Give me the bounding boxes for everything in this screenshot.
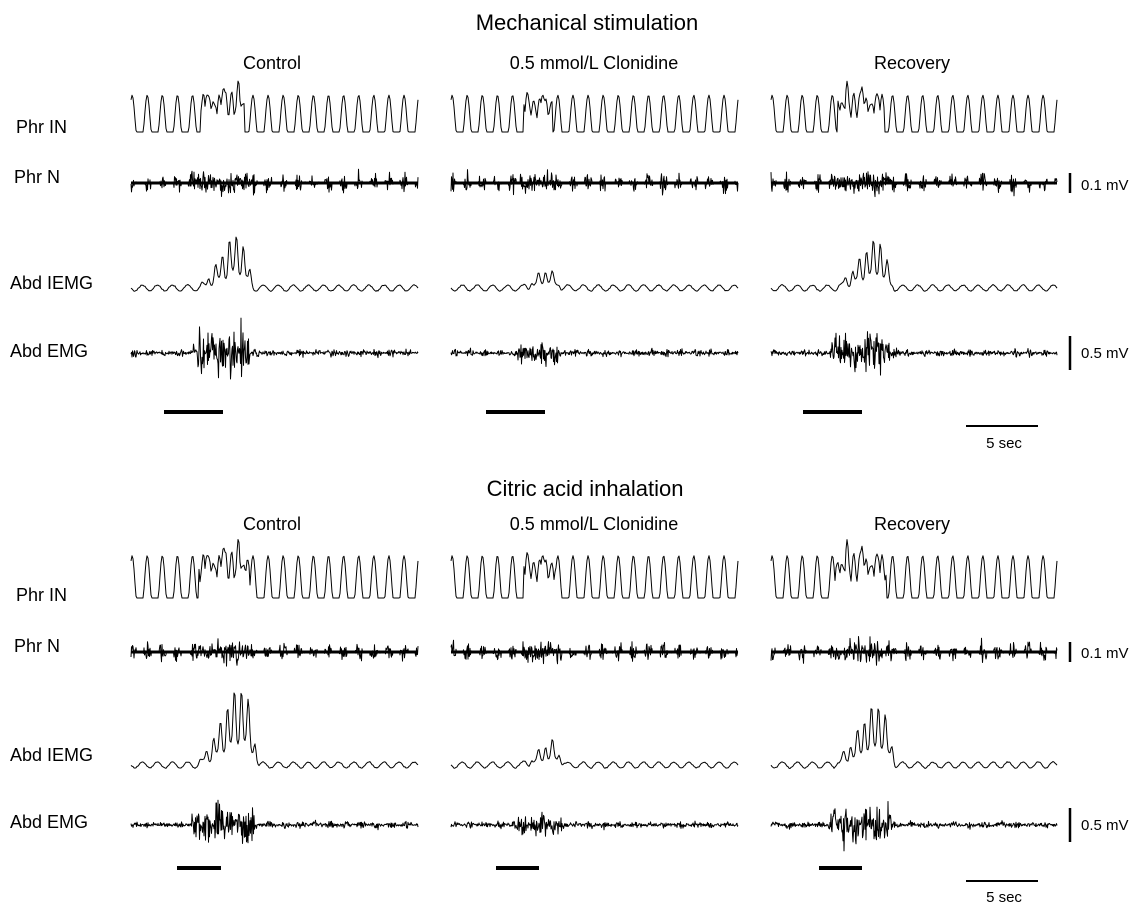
section-2-row-abd-emg: Abd EMG xyxy=(10,812,89,832)
section-2-row-abd-iemg: Abd IEMG xyxy=(10,745,94,765)
abdominal-integrated-trace xyxy=(770,240,1058,292)
section-1-row-phr-n: Phr N xyxy=(14,167,61,187)
section-2-col-clonidine: 0.5 mmol/L Clonidine xyxy=(509,514,679,534)
section-1-abd-scale-label: 0.5 mV xyxy=(1081,345,1129,362)
section-2-title: Citric acid inhalation xyxy=(486,476,684,501)
section-2-abd-scale-label: 0.5 mV xyxy=(1081,817,1129,834)
abdominal-raw-trace xyxy=(130,799,419,844)
section-1-row-abd-iemg: Abd IEMG xyxy=(10,273,94,293)
section-1-col-recovery: Recovery xyxy=(873,53,951,73)
section-2-phr-scale-label: 0.1 mV xyxy=(1081,645,1129,662)
section-2-col-control: Control xyxy=(242,514,302,534)
phrenic-integrated-trace xyxy=(450,92,739,133)
section-1-row-abd-emg: Abd EMG xyxy=(10,341,89,361)
section-1-row-phr-in: Phr IN xyxy=(16,117,68,137)
abdominal-integrated-trace xyxy=(130,236,419,292)
abdominal-integrated-trace xyxy=(450,270,739,292)
section-1-phr-scale-label: 0.1 mV xyxy=(1081,177,1129,194)
abdominal-raw-trace xyxy=(450,342,739,367)
abdominal-integrated-trace xyxy=(770,708,1058,769)
abdominal-integrated-trace xyxy=(130,692,419,769)
section-1-col-control: Control xyxy=(242,53,302,73)
section-2-time-scale-label: 5 sec xyxy=(986,889,1022,906)
abdominal-raw-trace xyxy=(770,331,1058,376)
phrenic-integrated-trace xyxy=(450,552,739,599)
section-2-row-phr-in: Phr IN xyxy=(16,585,68,605)
abdominal-integrated-trace xyxy=(450,739,739,769)
section-1-title: Mechanical stimulation xyxy=(475,10,699,35)
section-1-time-scale-label: 5 sec xyxy=(986,435,1022,452)
phrenic-integrated-trace xyxy=(770,539,1058,599)
section-2-row-phr-n: Phr N xyxy=(14,636,61,656)
abdominal-raw-trace xyxy=(770,801,1058,852)
section-1-col-clonidine: 0.5 mmol/L Clonidine xyxy=(509,53,679,73)
phrenic-integrated-trace xyxy=(130,80,419,133)
abdominal-raw-trace xyxy=(130,317,419,380)
abdominal-raw-trace xyxy=(450,811,739,837)
section-2-col-recovery: Recovery xyxy=(873,514,951,534)
phrenic-integrated-trace xyxy=(770,80,1058,133)
phrenic-integrated-trace xyxy=(130,539,419,599)
